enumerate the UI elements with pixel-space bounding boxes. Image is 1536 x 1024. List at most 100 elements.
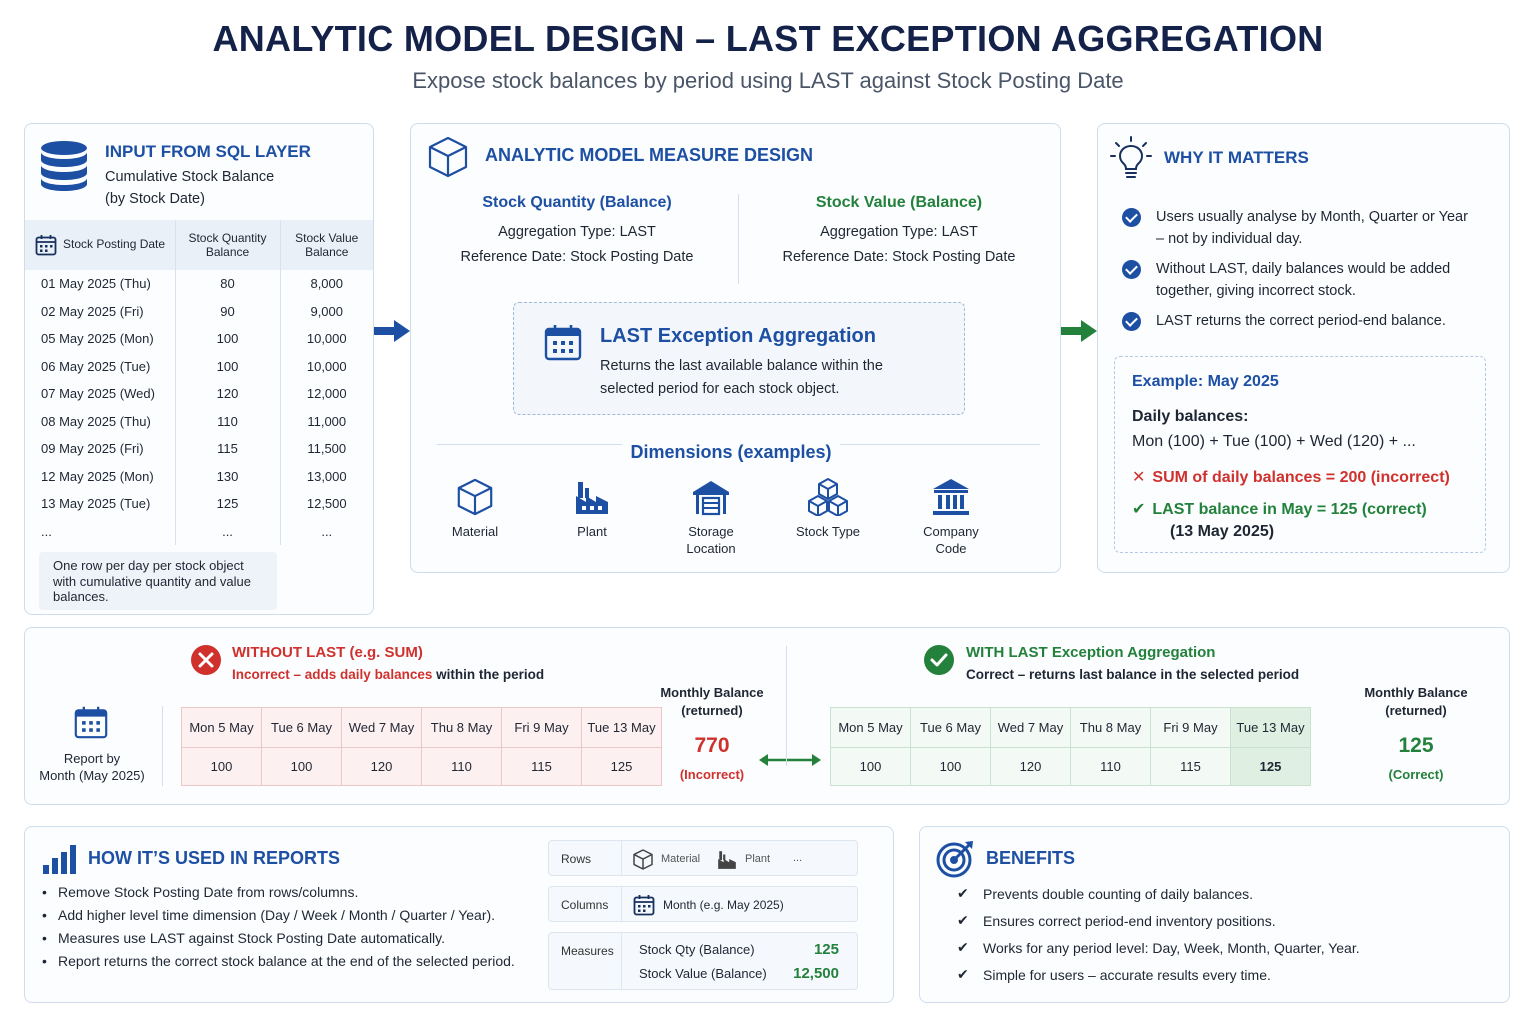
table-cell: 12,000	[306, 386, 347, 402]
day-value-cell: 100	[261, 747, 342, 786]
day-header-cell: Tue 13 May	[581, 707, 662, 748]
table-row: 09 May 2025 (Fri) 115 11,500	[25, 435, 373, 463]
table-cell: 8,000	[310, 276, 344, 292]
table-cell: 100	[175, 352, 281, 380]
table-cell: 10,000	[306, 358, 347, 374]
without-monthly-label: Monthly Balance (returned)	[660, 685, 764, 718]
dim-material: Material	[420, 478, 530, 539]
day-header-cell: Wed 7 May	[990, 707, 1071, 748]
cross-icon: ✕	[1132, 469, 1146, 486]
why-point: LAST returns the correct period-end bala…	[1118, 310, 1503, 332]
day-header-cell: Mon 5 May	[181, 707, 262, 748]
boxes-icon	[808, 478, 848, 516]
table-cell: 115	[175, 435, 281, 463]
report-measures-row: Measures Stock Qty (Balance) 125 Stock V…	[548, 932, 858, 990]
table-cell: 80	[175, 270, 281, 298]
cube-icon	[457, 478, 493, 516]
check-icon: ✔	[957, 939, 969, 955]
val-ref-date: Reference Date: Stock Posting Date	[782, 249, 1016, 265]
measure-qty-value: 125	[813, 941, 839, 958]
day-header-cell: Thu 8 May	[1070, 707, 1151, 748]
table-cell: 9,000	[310, 303, 344, 319]
report-divider	[162, 706, 163, 786]
qty-agg-type: Aggregation Type: LAST	[498, 224, 656, 240]
benefits-heading: BENEFITS	[986, 848, 1076, 868]
last-desc-2: selected period for each stock object.	[600, 381, 840, 397]
check-circle-icon	[1122, 312, 1141, 331]
col-header-val: Stock Value Balance	[280, 220, 373, 270]
day-value-cell: 125	[1230, 747, 1311, 786]
table-row: 06 May 2025 (Tue) 100 10,000	[25, 352, 373, 380]
day-value-cell: 120	[341, 747, 422, 786]
check-circle-icon	[1122, 260, 1141, 279]
list-item: ✔ Ensures correct period-end inventory po…	[957, 912, 1276, 929]
page-title: ANALYTIC MODEL DESIGN – LAST EXCEPTION A…	[212, 18, 1324, 59]
table-cell: ...	[25, 517, 176, 545]
why-point: Users usually analyse by Month, Quarter …	[1118, 206, 1503, 250]
table-cell: 06 May 2025 (Tue)	[25, 352, 176, 380]
compare-divider	[786, 646, 787, 766]
example-right-date: (13 May 2025)	[1170, 523, 1275, 540]
calendar-icon	[35, 235, 57, 256]
val-measure: Stock Value (Balance) Aggregation Type: …	[753, 194, 1045, 265]
table-cell: 90	[175, 297, 281, 325]
reports-heading: HOW IT’S USED IN REPORTS	[88, 848, 341, 868]
day-header-cell: Wed 7 May	[341, 707, 422, 748]
val-title: Stock Value (Balance)	[815, 194, 983, 211]
with-monthly-status: (Correct)	[1388, 767, 1444, 782]
without-title: WITHOUT LAST (e.g. SUM)	[232, 644, 423, 661]
day-value-cell: 100	[830, 747, 911, 786]
table-cell: 12,500	[306, 496, 347, 512]
cube-icon	[633, 849, 653, 870]
double-arrow-icon	[759, 754, 821, 766]
example-right: ✔ LAST balance in May = 125 (correct)	[1132, 501, 1427, 518]
example-daily-label: Daily balances:	[1132, 408, 1249, 425]
example-wrong: ✕ SUM of daily balances = 200 (incorrect)	[1132, 469, 1450, 486]
day-value-cell: 110	[1070, 747, 1151, 786]
table-cell: 05 May 2025 (Mon)	[25, 325, 176, 353]
without-monthly-status: (Incorrect)	[679, 767, 745, 782]
list-item: ✔ Simple for users – accurate results eve…	[957, 966, 1271, 983]
table-cell: 10,000	[306, 331, 347, 347]
table-row: 08 May 2025 (Thu) 110 11,000	[25, 407, 373, 435]
check-icon: ✔	[957, 885, 969, 901]
list-item: ✔ Prevents double counting of daily balan…	[957, 885, 1254, 902]
page-subtitle: Expose stock balances by period using LA…	[412, 68, 1124, 93]
col-header-date: Stock Posting Date	[25, 220, 176, 270]
table-cell: 130	[175, 462, 281, 490]
cube-icon	[428, 136, 468, 178]
day-value-cell: 120	[990, 747, 1071, 786]
col-header-qty: Stock Quantity Balance	[175, 220, 281, 270]
list-item: Report returns the correct stock balance…	[42, 953, 552, 969]
input-desc-2: (by Stock Date)	[105, 191, 205, 207]
table-cell: 120	[175, 380, 281, 408]
day-header-cell: Thu 8 May	[421, 707, 502, 748]
check-icon: ✔	[1132, 501, 1146, 518]
why-points: Users usually analyse by Month, Quarter …	[1118, 206, 1503, 340]
reports-bullets: Remove Stock Posting Date from rows/colu…	[42, 884, 552, 976]
factory-icon	[718, 851, 736, 869]
table-cell: 01 May 2025 (Thu)	[25, 270, 176, 298]
comparison-card: Report by Month (May 2025) WITHOUT LAST …	[24, 627, 1510, 805]
table-cell: 110	[175, 407, 281, 435]
without-subtitle: Incorrect – adds daily balances within t…	[232, 667, 545, 682]
day-header-cell: Tue 6 May	[261, 707, 342, 748]
calendar-icon	[74, 706, 108, 739]
calendar-icon	[544, 325, 582, 361]
with-title: WITH LAST Exception Aggregation	[966, 644, 1216, 661]
arrow-right-icon	[1061, 320, 1097, 342]
qty-title: Stock Quantity (Balance)	[482, 194, 672, 211]
without-monthly-value: 770	[694, 734, 730, 757]
with-monthly-label: Monthly Balance (returned)	[1364, 685, 1468, 718]
measure-val-value: 12,500	[793, 965, 839, 982]
factory-icon	[576, 482, 608, 514]
qty-measure: Stock Quantity (Balance) Aggregation Typ…	[431, 194, 723, 265]
input-desc-1: Cumulative Stock Balance	[105, 169, 275, 185]
dim-storage-location: Storage Location	[656, 478, 766, 556]
table-cell: ...	[321, 523, 333, 539]
table-cell: 13,000	[306, 468, 347, 484]
target-icon	[936, 841, 973, 878]
day-value-cell: 115	[1150, 747, 1231, 786]
check-circle-icon	[1122, 208, 1141, 227]
dim-stock-type: Stock Type	[773, 478, 883, 539]
